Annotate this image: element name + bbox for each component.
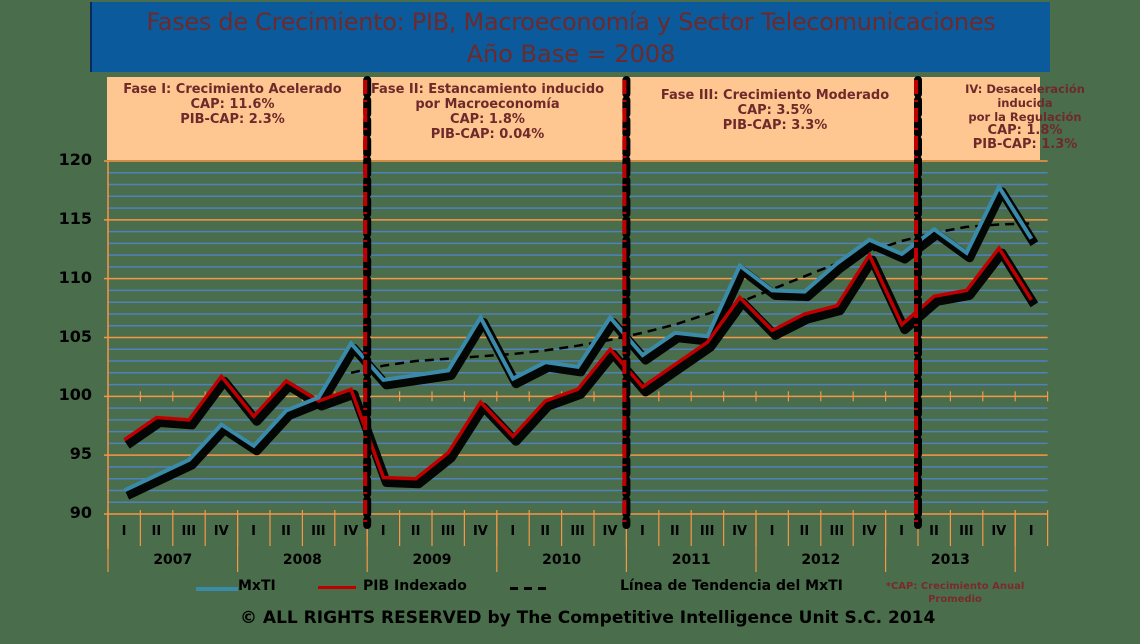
x-tick-quarter: I <box>899 524 905 539</box>
x-tick-quarter: III <box>181 524 197 539</box>
x-tick-quarter: I <box>121 524 127 539</box>
x-tick-quarter: II <box>799 524 810 539</box>
y-tick-label: 90 <box>69 503 92 522</box>
x-tick-quarter: III <box>829 524 845 539</box>
x-tick-quarter: III <box>311 524 326 539</box>
chart-title: Fases de Crecimiento: PIB, Macroeconomía… <box>146 8 996 36</box>
cap-footnote: *CAP: Crecimiento Anual Promedio <box>885 581 1025 605</box>
y-tick-label: 110 <box>58 267 92 287</box>
x-tick-quarter: II <box>540 524 551 539</box>
chart-title-banner: Fases de Crecimiento: PIB, Macroeconomía… <box>90 2 1050 72</box>
x-tick-quarter: III <box>699 524 715 539</box>
x-tick-quarter: I <box>251 524 257 539</box>
copyright-footer: © ALL RIGHTS RESERVED by The Competitive… <box>240 608 936 628</box>
y-tick-label: 115 <box>58 208 92 228</box>
x-tick-quarter: I <box>1028 524 1034 539</box>
phase-3-label: Fase III: Crecimiento Moderado CAP: 3.5%… <box>660 88 890 133</box>
x-tick-quarter: III <box>570 524 585 539</box>
x-tick-quarter: II <box>281 524 291 539</box>
legend-mxti-swatch <box>196 587 238 591</box>
x-tick-quarter: II <box>151 524 162 539</box>
legend-trend: Línea de Tendencia del MxTI <box>620 578 843 594</box>
phase-header-band <box>107 77 1040 160</box>
legend-pib: PIB Indexado <box>363 578 467 594</box>
y-tick-label: 105 <box>58 326 92 346</box>
x-tick-quarter: II <box>669 524 680 539</box>
x-tick-year: 2013 <box>930 552 970 568</box>
x-tick-quarter: IV <box>861 524 877 539</box>
chart-subtitle: Año Base = 2008 <box>466 40 676 68</box>
x-tick-quarter: I <box>769 524 775 539</box>
x-tick-quarter: IV <box>602 524 618 539</box>
x-tick-quarter: I <box>380 524 386 539</box>
legend-pib-swatch <box>318 586 356 589</box>
y-tick-label: 95 <box>69 444 92 464</box>
legend-trend-swatch <box>510 587 548 590</box>
x-tick-quarter: IV <box>732 524 748 539</box>
phase-2-label: Fase II: Estancamiento inducido por Macr… <box>370 82 605 142</box>
x-tick-year: 2007 <box>153 552 193 568</box>
x-tick-quarter: I <box>510 524 516 539</box>
x-tick-quarter: IV <box>213 524 229 539</box>
x-tick-year: 2009 <box>412 552 452 568</box>
x-tick-quarter: III <box>440 524 456 539</box>
x-tick-quarter: III <box>959 524 974 539</box>
x-tick-year: 2011 <box>671 552 711 568</box>
x-tick-quarter: IV <box>991 524 1007 539</box>
x-tick-year: 2008 <box>282 552 322 568</box>
phase-4-label: IV: Desaceleración inducida por la Regul… <box>965 82 1085 152</box>
x-tick-year: 2010 <box>542 552 582 568</box>
y-tick-label: 100 <box>58 385 92 405</box>
phase-1-label: Fase I: Crecimiento Acelerado CAP: 11.6%… <box>123 82 342 127</box>
legend-mxti: MxTI <box>238 578 276 594</box>
x-tick-quarter: I <box>639 524 645 539</box>
x-tick-quarter: IV <box>343 524 359 539</box>
x-tick-quarter: II <box>410 524 421 539</box>
y-tick-label: 120 <box>58 150 92 169</box>
x-tick-quarter: IV <box>472 524 488 539</box>
x-tick-quarter: II <box>929 524 939 539</box>
x-tick-year: 2012 <box>801 552 841 568</box>
